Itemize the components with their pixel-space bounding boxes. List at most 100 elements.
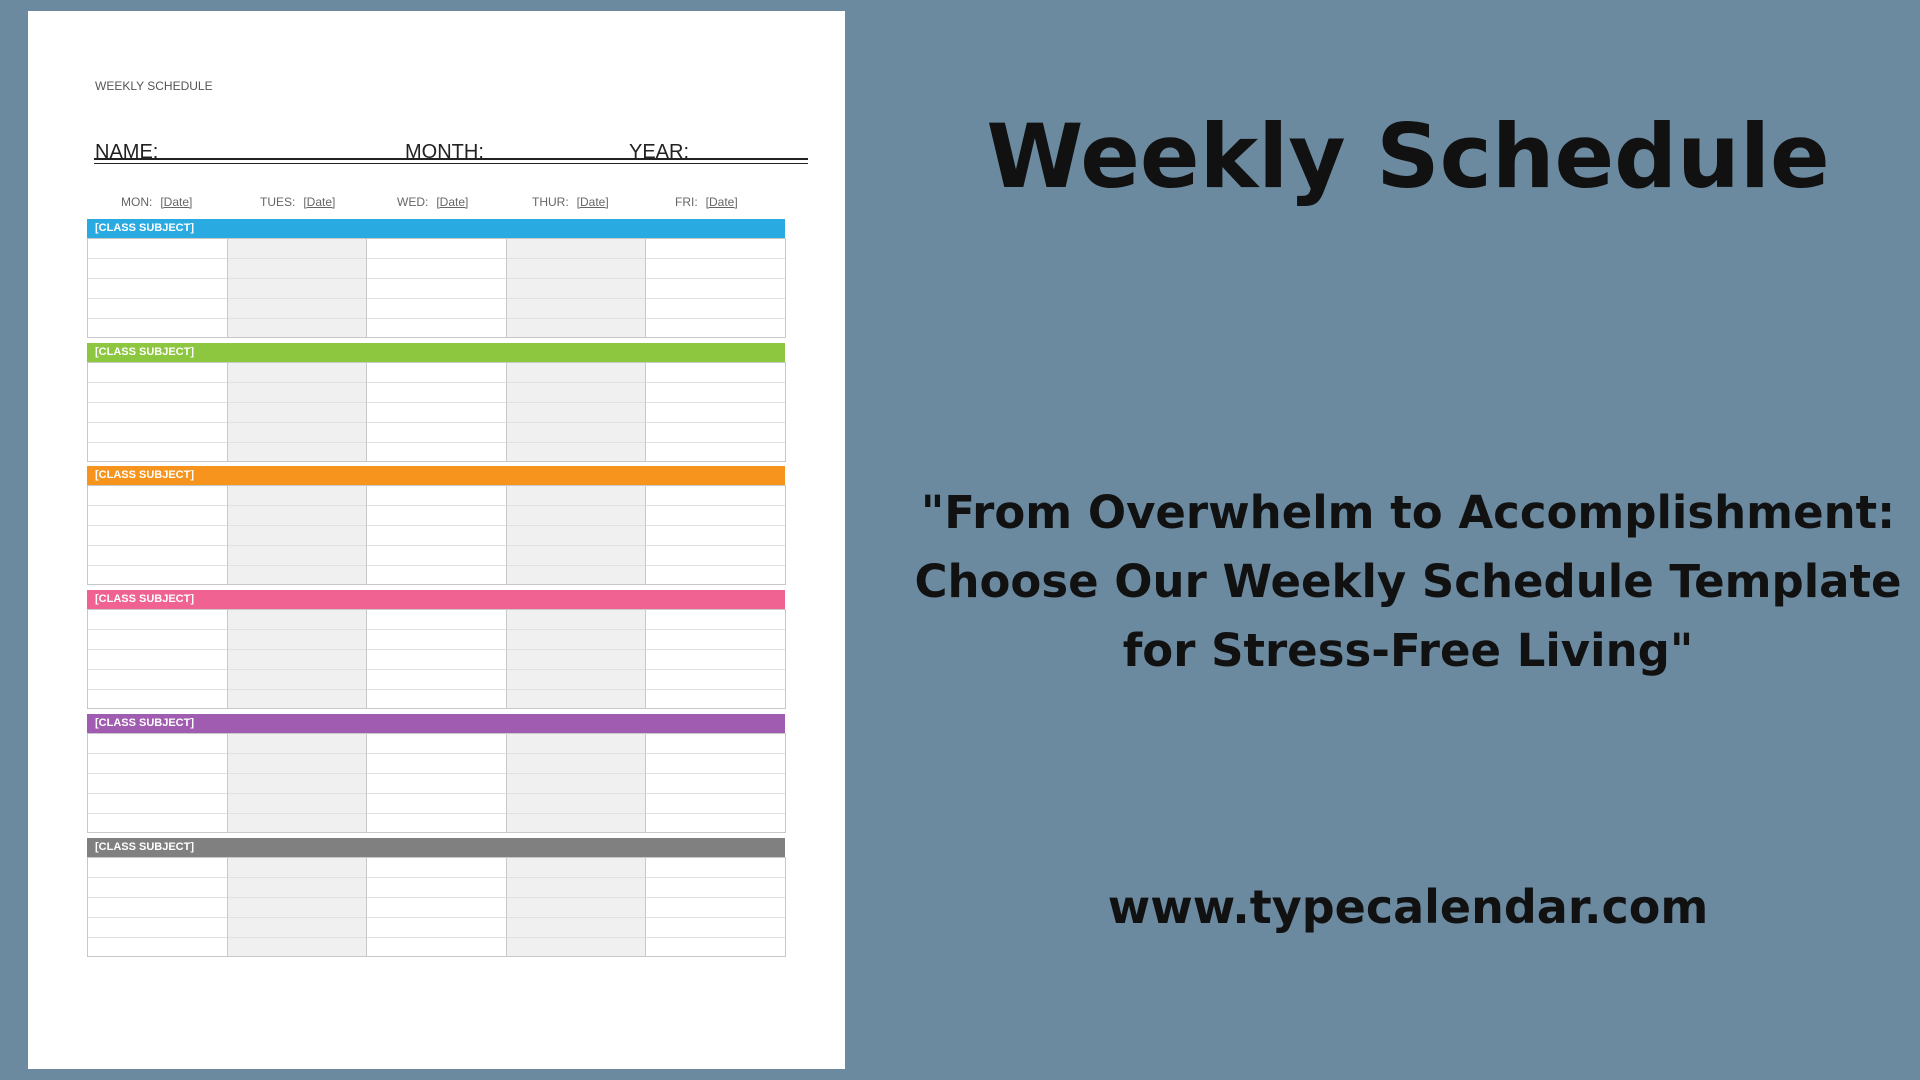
row-line xyxy=(646,421,785,423)
schedule-cell xyxy=(366,609,507,710)
row-line xyxy=(88,381,227,383)
day-name: WED: xyxy=(397,195,429,209)
schedule-cell xyxy=(645,609,786,710)
row-line xyxy=(646,812,785,814)
row-line xyxy=(506,916,646,918)
row-line xyxy=(646,258,785,259)
row-line xyxy=(227,792,367,794)
schedule-cell xyxy=(226,361,368,462)
schedule-cell xyxy=(505,361,647,462)
schedule-cell xyxy=(645,856,786,957)
row-line xyxy=(227,649,367,651)
row-line xyxy=(367,298,506,299)
row-line xyxy=(88,649,227,651)
row-line xyxy=(646,936,785,938)
rule xyxy=(94,158,808,160)
sheet-title: WEEKLY SCHEDULE xyxy=(95,79,213,93)
row-line xyxy=(367,792,506,794)
subject-header: [CLASS SUBJECT] xyxy=(87,342,785,362)
schedule-cell xyxy=(87,856,228,957)
row-line xyxy=(367,525,506,527)
row-line xyxy=(88,752,227,754)
day-name: THUR: xyxy=(532,195,569,209)
row-line xyxy=(227,565,367,567)
row-line xyxy=(506,421,646,423)
schedule-cell xyxy=(366,732,507,833)
row-line xyxy=(367,876,506,878)
row-line xyxy=(88,258,227,259)
row-line xyxy=(646,896,785,898)
row-line xyxy=(646,689,785,691)
row-line xyxy=(506,505,646,507)
schedule-cell xyxy=(87,238,228,338)
schedule-cell xyxy=(505,732,647,833)
row-line xyxy=(506,752,646,754)
row-line xyxy=(367,689,506,691)
row-line xyxy=(646,381,785,383)
row-line xyxy=(227,896,367,898)
row-line xyxy=(646,876,785,878)
row-line xyxy=(88,689,227,691)
schedule-cell xyxy=(505,238,647,338)
day-label: MON: [Date] xyxy=(121,195,192,209)
row-line xyxy=(88,545,227,547)
row-line xyxy=(367,258,506,259)
schedule-cell xyxy=(226,732,368,833)
row-line xyxy=(367,401,506,403)
row-line xyxy=(88,896,227,898)
row-line xyxy=(367,936,506,938)
schedule-cell xyxy=(87,361,228,462)
url: www.typecalendar.com xyxy=(1107,880,1709,934)
row-line xyxy=(646,441,785,443)
row-line xyxy=(646,772,785,774)
row-line xyxy=(367,441,506,443)
row-line xyxy=(88,505,227,507)
row-line xyxy=(227,318,367,319)
row-line xyxy=(227,258,367,259)
row-line xyxy=(506,936,646,938)
day-date: [Date] xyxy=(160,195,193,209)
row-line xyxy=(367,318,506,319)
row-line xyxy=(367,421,506,423)
day-name: FRI: xyxy=(675,195,698,209)
row-line xyxy=(506,545,646,547)
row-line xyxy=(646,545,785,547)
row-line xyxy=(227,936,367,938)
subject-header: [CLASS SUBJECT] xyxy=(87,713,785,733)
schedule-cell xyxy=(226,485,368,586)
row-line xyxy=(88,421,227,423)
row-line xyxy=(506,792,646,794)
row-line xyxy=(506,381,646,383)
row-line xyxy=(88,812,227,814)
day-label: WED: [Date] xyxy=(397,195,468,209)
row-line xyxy=(88,936,227,938)
row-line xyxy=(506,669,646,671)
row-line xyxy=(506,896,646,898)
field-label: MONTH: xyxy=(405,141,484,163)
schedule-cell xyxy=(226,609,368,710)
rule xyxy=(94,163,808,164)
row-line xyxy=(88,565,227,567)
row-line xyxy=(88,278,227,279)
row-line xyxy=(88,916,227,918)
row-line xyxy=(227,812,367,814)
day-date: [Date] xyxy=(303,195,336,209)
day-date: [Date] xyxy=(436,195,469,209)
row-line xyxy=(367,565,506,567)
subject-header: [CLASS SUBJECT] xyxy=(87,219,785,238)
row-line xyxy=(88,669,227,671)
field-label: YEAR: xyxy=(629,141,690,163)
schedule-cell xyxy=(505,856,647,957)
row-line xyxy=(506,525,646,527)
row-line xyxy=(88,772,227,774)
row-line xyxy=(88,876,227,878)
row-line xyxy=(646,649,785,651)
row-line xyxy=(88,629,227,631)
day-date: [Date] xyxy=(576,195,609,209)
row-line xyxy=(506,772,646,774)
row-line xyxy=(646,278,785,279)
row-line xyxy=(227,381,367,383)
schedule-cell xyxy=(226,238,368,338)
